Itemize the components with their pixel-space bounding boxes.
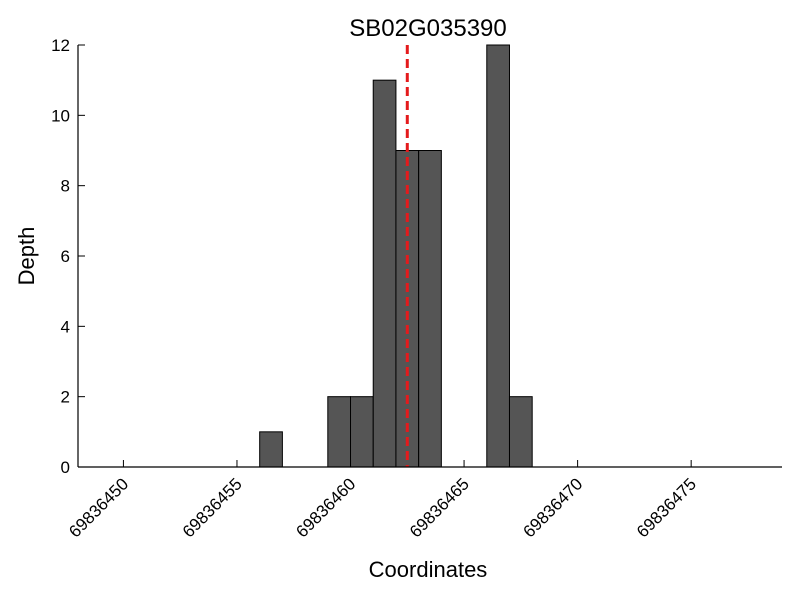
chart-title: SB02G035390 [349, 15, 506, 42]
bars-group [259, 44, 533, 468]
x-tick-label-1: 69836455 [179, 474, 246, 541]
x-tick-label-4: 69836470 [520, 474, 587, 541]
bar-5 [418, 150, 442, 468]
y-axis-label: Depth [14, 227, 39, 286]
y-tick-label-1: 2 [61, 388, 70, 407]
bar-7 [508, 396, 533, 468]
x-tick-label-5: 69836475 [633, 474, 700, 541]
x-ticks-group: 69836450 69836455 69836460 69836465 69836470… [65, 460, 700, 541]
bar-1 [327, 396, 352, 468]
bar-0 [259, 431, 283, 468]
y-tick-label-6: 12 [51, 36, 70, 55]
bar-2 [350, 396, 374, 468]
bar-3 [372, 79, 397, 468]
x-axis-label: Coordinates [369, 557, 488, 582]
y-ticks-group: 0 2 4 6 8 10 12 [51, 36, 85, 477]
x-tick-label-2: 69836460 [292, 474, 359, 541]
y-tick-label-4: 8 [61, 177, 70, 196]
y-tick-label-0: 0 [61, 458, 70, 477]
x-tick-label-3: 69836465 [406, 474, 473, 541]
bar-6 [486, 44, 510, 468]
bar-4 [395, 150, 420, 468]
x-tick-label-0: 69836450 [65, 474, 132, 541]
y-tick-label-2: 4 [61, 317, 70, 336]
y-tick-label-5: 10 [51, 106, 70, 125]
y-tick-label-3: 6 [61, 247, 70, 266]
